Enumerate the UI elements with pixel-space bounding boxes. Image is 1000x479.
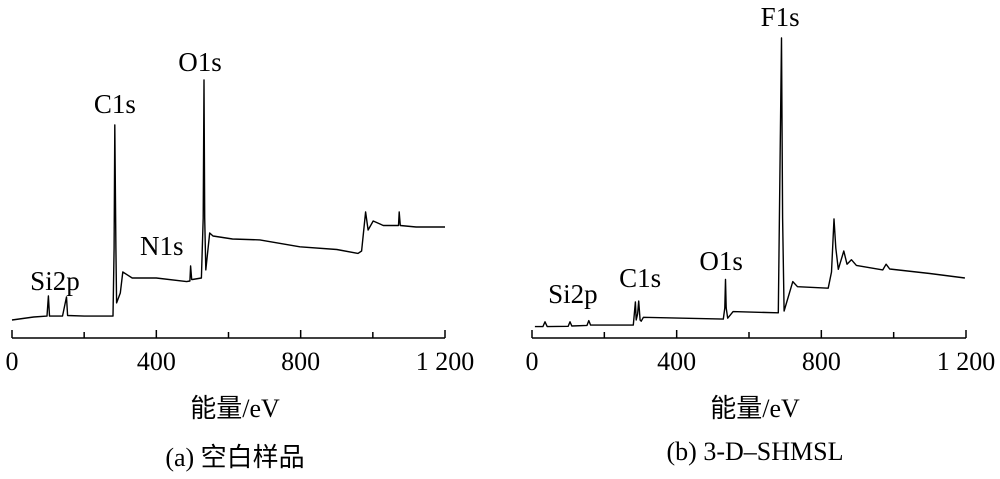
- x-tick-label: 400: [137, 347, 176, 376]
- peak-label-f1s: F1s: [761, 2, 800, 32]
- chart-b: 0 400 800 1 200 Si2p C1s O1s F1s: [526, 2, 996, 376]
- x-tick-label: 1 200: [937, 347, 996, 376]
- peak-label-c1s: C1s: [94, 89, 136, 119]
- x-tick-label: 800: [281, 347, 320, 376]
- peak-label-o1s: O1s: [178, 47, 222, 77]
- chart-a: 0 400 800 1 200 Si2p C1s N1s O1s: [6, 47, 475, 376]
- chart-a-caption: (a) 空白样品: [165, 443, 305, 472]
- chart-b-xlabel: 能量/eV: [710, 394, 800, 423]
- x-tick-label: 0: [526, 347, 539, 376]
- x-tick-label: 400: [657, 347, 696, 376]
- x-tick-label: 0: [6, 347, 19, 376]
- chart-b-caption: (b) 3-D–SHMSL: [666, 437, 844, 466]
- spectrum-line: [11, 79, 445, 321]
- peak-label-si2p: Si2p: [30, 266, 80, 296]
- spectrum-line: [534, 37, 965, 328]
- peak-label-c1s: C1s: [619, 263, 661, 293]
- x-tick-label: 800: [802, 347, 841, 376]
- chart-a-xlabel: 能量/eV: [190, 394, 280, 423]
- x-tick-label: 1 200: [416, 347, 475, 376]
- peak-label-n1s: N1s: [140, 231, 184, 261]
- peak-label-si2p: Si2p: [548, 279, 598, 309]
- peak-label-o1s: O1s: [699, 246, 743, 276]
